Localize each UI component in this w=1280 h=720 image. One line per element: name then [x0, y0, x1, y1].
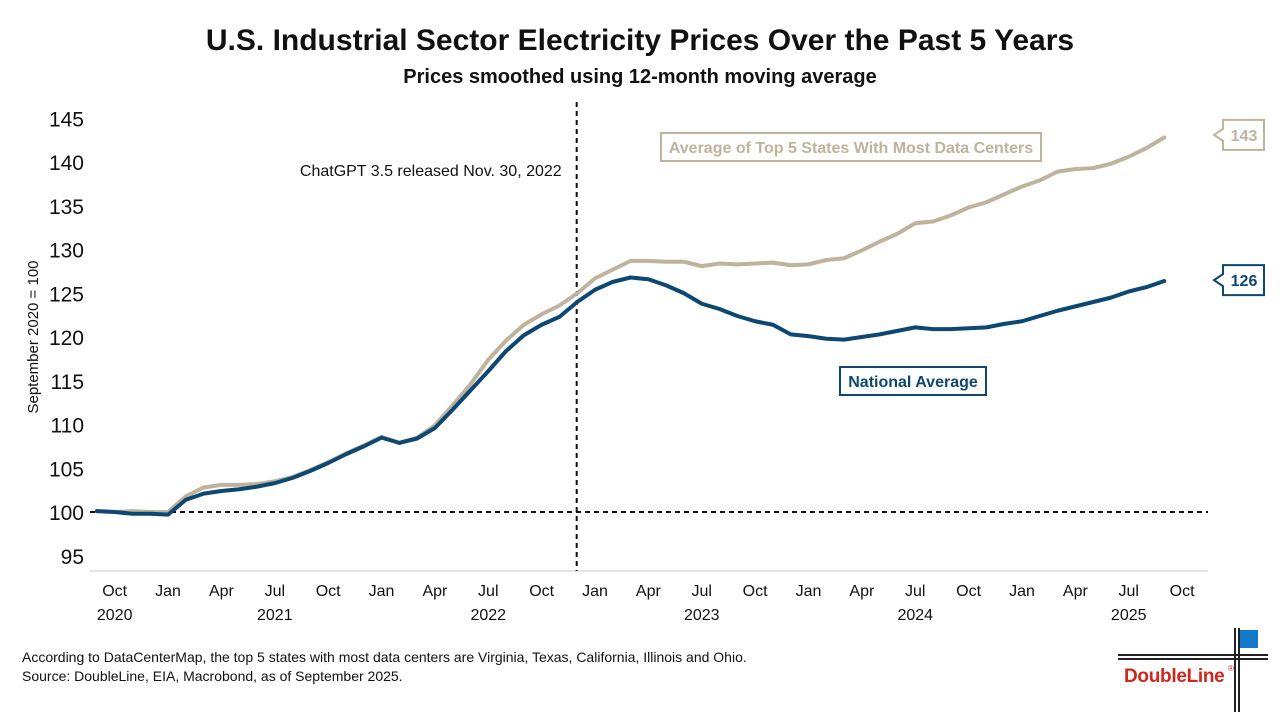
- x-month-tick-label: Oct: [316, 583, 341, 600]
- y-tick-label: 140: [49, 152, 84, 175]
- x-month-tick-label: Apr: [1063, 583, 1089, 600]
- legend-national-average-box: [839, 366, 987, 396]
- x-month-tick-label: Jan: [155, 583, 181, 600]
- x-month-tick-label: Jul: [905, 583, 925, 600]
- y-tick-label: 105: [49, 458, 84, 481]
- x-month-tick-label: Oct: [1170, 583, 1195, 600]
- x-month-tick-label: Jul: [1118, 583, 1138, 600]
- y-tick-label: 100: [49, 502, 84, 525]
- x-month-tick-label: Oct: [956, 583, 981, 600]
- y-tick-label: 135: [49, 196, 84, 219]
- doubleline-logo: DoubleLine ®: [1118, 628, 1268, 712]
- x-month-tick-label: Apr: [209, 583, 235, 600]
- x-month-tick-label: Oct: [102, 583, 127, 600]
- x-month-tick-label: Jan: [796, 583, 822, 600]
- x-year-tick-label: 2021: [257, 607, 293, 624]
- x-month-tick-label: Jan: [369, 583, 395, 600]
- logo-square-icon: [1240, 630, 1258, 648]
- x-year-tick-label: 2020: [97, 607, 133, 624]
- y-tick-label: 130: [49, 240, 84, 263]
- x-year-tick-label: 2022: [470, 607, 506, 624]
- x-month-tick-label: Jan: [582, 583, 608, 600]
- national-end-value-callout-box: [1212, 264, 1265, 297]
- top5-end-value-callout-label: 143: [1231, 128, 1258, 145]
- y-tick-label: 110: [51, 415, 84, 438]
- logo-registered-mark: ®: [1228, 664, 1234, 673]
- national-end-value-callout-label: 126: [1231, 273, 1258, 290]
- x-year-tick-label: 2024: [897, 607, 933, 624]
- x-month-tick-label: Apr: [636, 583, 662, 600]
- chart-subtitle: Prices smoothed using 12-month moving av…: [403, 66, 877, 88]
- logo-text: DoubleLine: [1124, 666, 1225, 687]
- vline-annotation: ChatGPT 3.5 released Nov. 30, 2022: [300, 163, 562, 180]
- y-axis-label: September 2020 = 100: [25, 260, 42, 413]
- y-tick-label: 145: [49, 108, 84, 131]
- footnote-source: Source: DoubleLine, EIA, Macrobond, as o…: [22, 668, 403, 684]
- x-month-tick-label: Jul: [478, 583, 498, 600]
- legend-top5-states-label: Average of Top 5 States With Most Data C…: [669, 140, 1033, 157]
- footnote-data-centers: According to DataCenterMap, the top 5 st…: [22, 649, 747, 665]
- x-month-tick-label: Oct: [529, 583, 554, 600]
- legend-national-average-label: National Average: [848, 374, 978, 391]
- x-year-tick-label: 2023: [684, 607, 720, 624]
- legend-top5-states-box: [660, 132, 1042, 162]
- y-tick-label: 95: [61, 546, 84, 569]
- x-month-tick-label: Jul: [265, 583, 285, 600]
- x-year-tick-label: 2025: [1111, 607, 1147, 624]
- top5-end-value-callout-box: [1212, 118, 1265, 151]
- y-tick-label: 120: [49, 327, 84, 350]
- x-month-tick-label: Jan: [1009, 583, 1035, 600]
- x-month-tick-label: Apr: [849, 583, 875, 600]
- chart-title: U.S. Industrial Sector Electricity Price…: [205, 24, 1075, 57]
- national-average-series-line: [94, 275, 1167, 517]
- y-tick-label: 115: [51, 371, 84, 394]
- x-month-tick-label: Oct: [743, 583, 768, 600]
- x-month-tick-label: Apr: [422, 583, 448, 600]
- x-month-tick-label: Jul: [692, 583, 712, 600]
- y-tick-label: 125: [49, 283, 84, 306]
